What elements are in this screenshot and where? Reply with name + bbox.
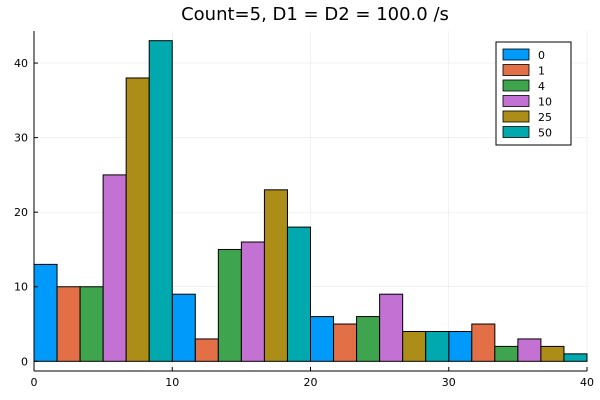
- bar-series-4: [79, 286, 104, 362]
- y-tick-label: 30: [14, 132, 28, 145]
- legend-swatch-1: [502, 64, 530, 76]
- x-tick-label: 30: [442, 376, 456, 389]
- bar-series-25: [263, 189, 288, 362]
- legend-swatch-4: [502, 79, 530, 92]
- bar-series-50: [286, 226, 312, 362]
- bar-series-1: [333, 323, 358, 362]
- y-tick-label: 0: [21, 355, 28, 368]
- bar-series-0: [310, 316, 335, 362]
- bar-series-25: [125, 77, 150, 362]
- legend-swatch-10: [502, 95, 530, 107]
- bar-series-4: [494, 345, 519, 362]
- bar-series-1: [56, 286, 81, 362]
- y-tick-label: 10: [14, 281, 28, 294]
- legend-label-0: 0: [538, 49, 545, 62]
- bar-series-10: [379, 293, 404, 362]
- x-tick-label: 40: [580, 376, 594, 389]
- bar-series-1: [471, 323, 496, 362]
- bar-series-25: [402, 330, 427, 362]
- bar-series-0: [448, 330, 473, 362]
- bar-series-10: [240, 241, 265, 362]
- legend-label-10: 10: [538, 96, 552, 109]
- bar-series-0: [33, 263, 58, 362]
- bar-series-1: [194, 338, 219, 362]
- legend-label-1: 1: [538, 65, 545, 78]
- legend-label-50: 50: [538, 127, 552, 140]
- y-tick-label: 40: [14, 57, 28, 70]
- bar-series-25: [540, 345, 565, 362]
- y-tick-label: 20: [14, 206, 28, 219]
- bar-series-50: [563, 353, 588, 362]
- legend: 0 1 4 10 25 50: [495, 41, 572, 146]
- bar-series-50: [425, 330, 450, 362]
- legend-swatch-25: [502, 110, 530, 123]
- legend-swatch-50: [502, 126, 530, 138]
- x-tick-label: 0: [31, 376, 38, 389]
- x-tick-label: 20: [304, 376, 318, 389]
- legend-swatch-0: [502, 48, 530, 61]
- bars-group: [33, 40, 588, 362]
- bar-series-50: [148, 40, 173, 362]
- legend-label-4: 4: [538, 80, 545, 93]
- legend-label-25: 25: [538, 111, 552, 124]
- x-tick-label: 10: [165, 376, 179, 389]
- bar-series-4: [356, 316, 381, 362]
- bar-series-0: [171, 293, 196, 362]
- bar-series-10: [102, 174, 127, 362]
- bar-series-4: [217, 248, 242, 362]
- bar-series-10: [517, 338, 542, 362]
- chart-title: Count=5, D1 = D2 = 100.0 /s: [181, 4, 449, 25]
